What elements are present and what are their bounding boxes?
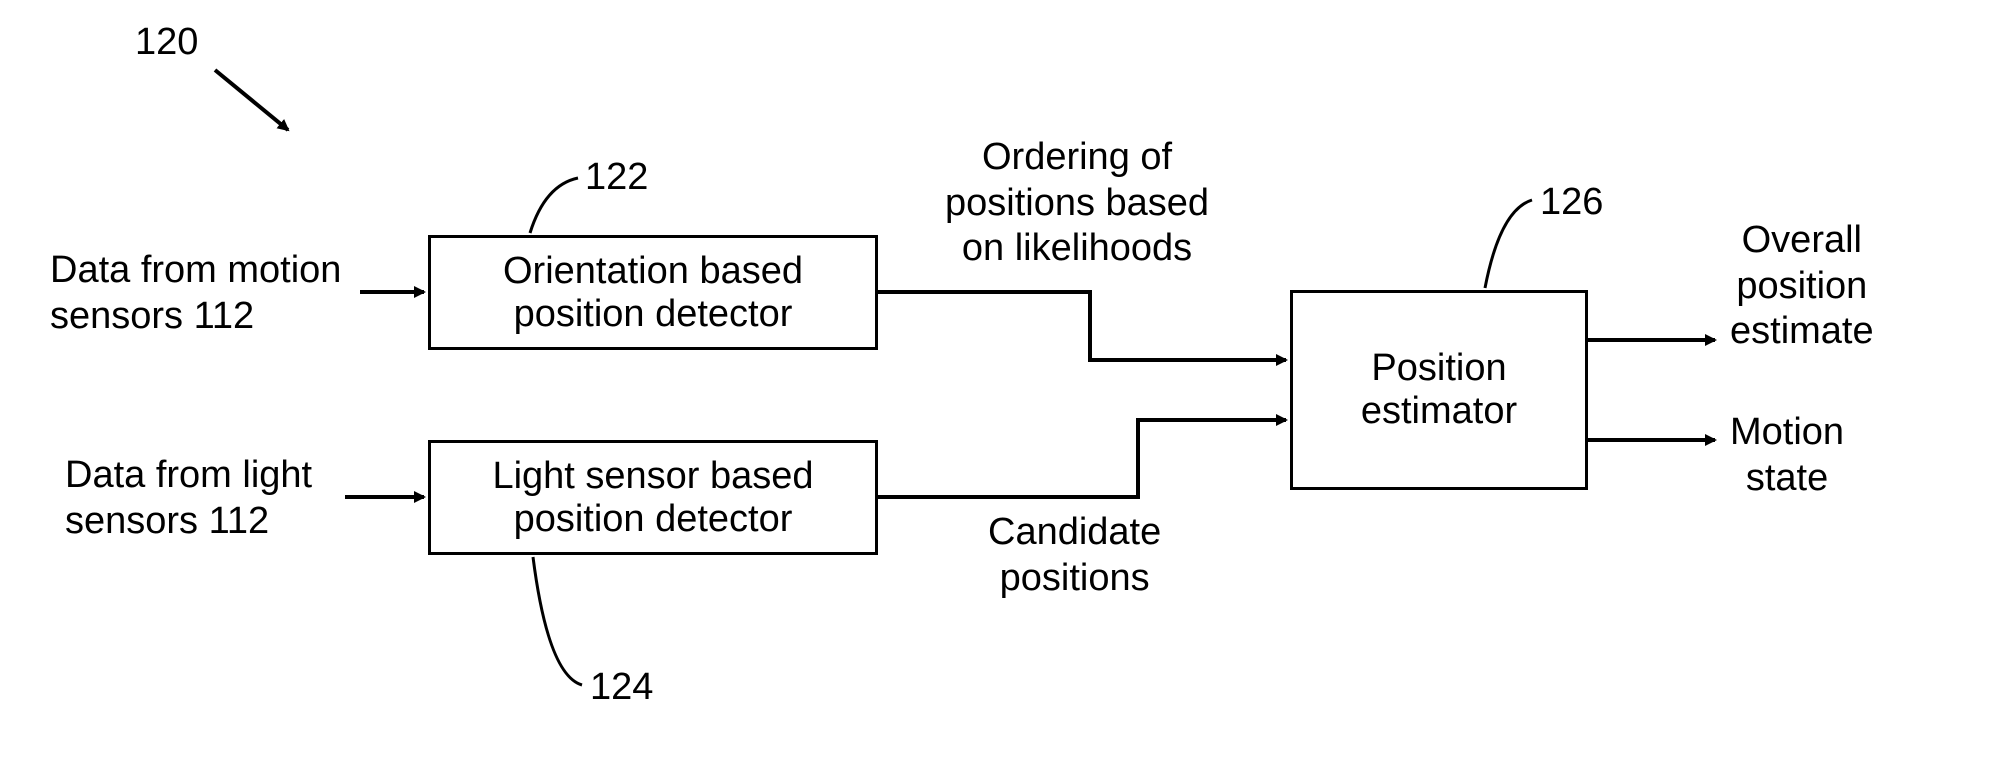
- block-light-detector: Light sensor based position detector: [428, 440, 878, 555]
- input-light-label: Data from light sensors 112: [65, 453, 312, 544]
- diagram-arrows: [0, 0, 2015, 778]
- ref-124-label: 124: [590, 665, 653, 711]
- output-overall-label: Overall position estimate: [1730, 218, 1874, 355]
- block-light-text: Light sensor based position detector: [492, 455, 813, 541]
- figure-number-label: 120: [135, 20, 198, 66]
- block-orientation-text: Orientation based position detector: [503, 250, 803, 336]
- block-estimator-text: Position estimator: [1361, 347, 1517, 433]
- output-motion-state-label: Motion state: [1730, 410, 1844, 501]
- input-motion-label: Data from motion sensors 112: [50, 248, 341, 339]
- ref-126-label: 126: [1540, 180, 1603, 226]
- block-orientation-detector: Orientation based position detector: [428, 235, 878, 350]
- ref-122-label: 122: [585, 155, 648, 201]
- edge-ordering-label: Ordering of positions based on likelihoo…: [945, 135, 1209, 272]
- edge-candidate-label: Candidate positions: [988, 510, 1161, 601]
- block-position-estimator: Position estimator: [1290, 290, 1588, 490]
